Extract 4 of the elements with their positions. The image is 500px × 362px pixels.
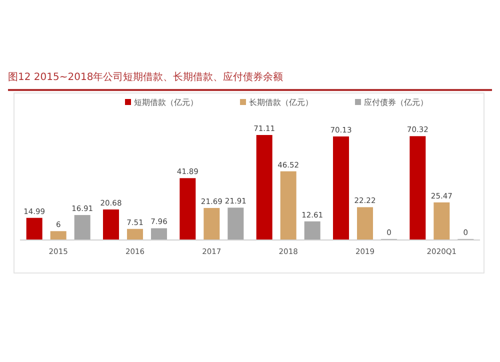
legend-label: 应付债券（亿元） — [364, 98, 428, 107]
legend-label: 长期借款（亿元） — [249, 98, 313, 107]
title: 图12 2015~2018年公司短期借款、长期借款、应付债券余额 — [8, 72, 284, 83]
legend-label: 短期借款（亿元） — [134, 98, 198, 107]
